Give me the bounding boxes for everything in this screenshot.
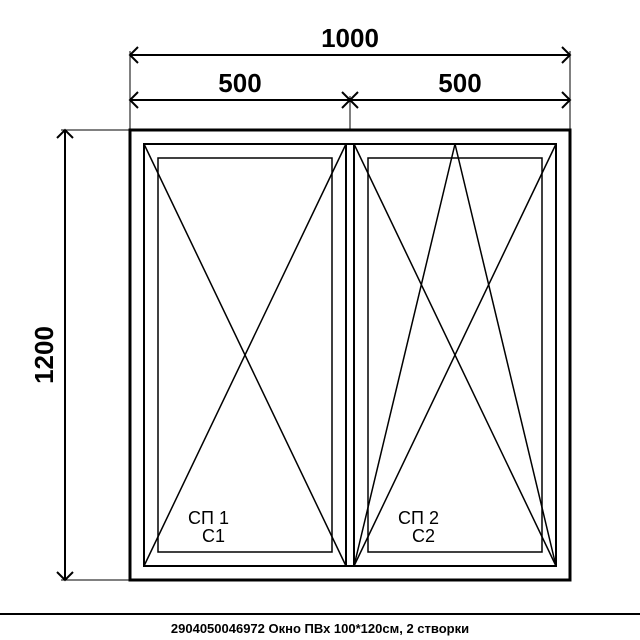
svg-text:СП 2: СП 2 bbox=[398, 508, 439, 528]
svg-text:С2: С2 bbox=[412, 526, 435, 546]
svg-text:С1: С1 bbox=[202, 526, 225, 546]
svg-text:500: 500 bbox=[218, 68, 261, 98]
drawing-svg: СП 1С1 СП 2С2 1000 500 500 1200 bbox=[0, 0, 640, 640]
svg-text:1200: 1200 bbox=[29, 326, 59, 384]
caption: 2904050046972 Окно ПВх 100*120см, 2 ство… bbox=[0, 613, 640, 640]
svg-text:СП 1: СП 1 bbox=[188, 508, 229, 528]
drawing-canvas: СП 1С1 СП 2С2 1000 500 500 1200 2904050046972… bbox=[0, 0, 640, 640]
svg-text:500: 500 bbox=[438, 68, 481, 98]
svg-text:1000: 1000 bbox=[321, 23, 379, 53]
